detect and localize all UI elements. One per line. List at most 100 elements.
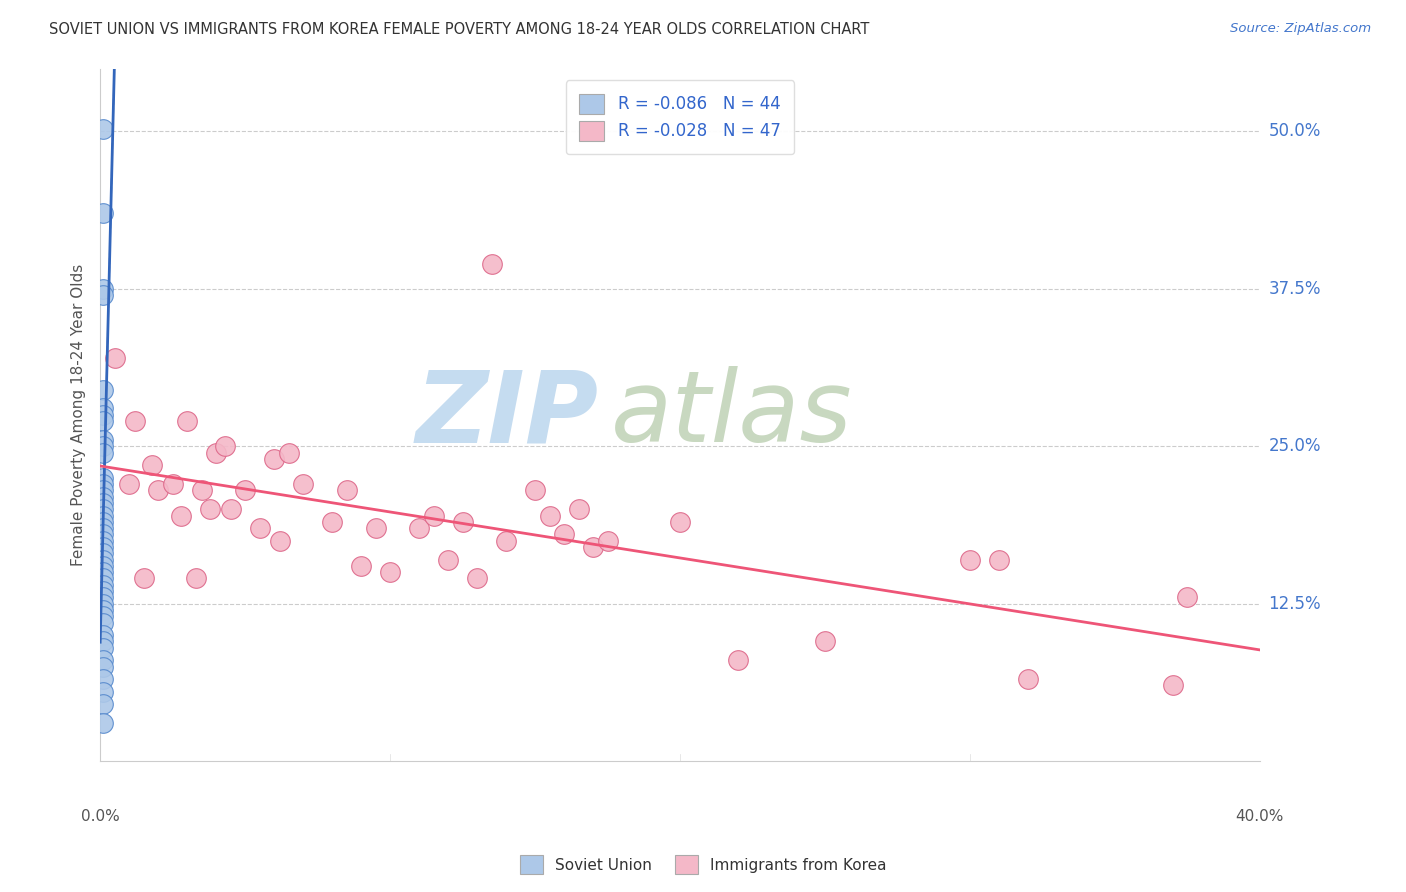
Point bbox=[669, 515, 692, 529]
Point bbox=[233, 483, 256, 498]
Point bbox=[91, 483, 114, 498]
Point bbox=[91, 288, 114, 302]
Point bbox=[596, 533, 619, 548]
Point bbox=[814, 634, 837, 648]
Point bbox=[91, 414, 114, 428]
Point bbox=[364, 521, 387, 535]
Point bbox=[176, 414, 198, 428]
Point bbox=[336, 483, 359, 498]
Point bbox=[91, 477, 114, 491]
Point bbox=[553, 527, 575, 541]
Text: SOVIET UNION VS IMMIGRANTS FROM KOREA FEMALE POVERTY AMONG 18-24 YEAR OLDS CORRE: SOVIET UNION VS IMMIGRANTS FROM KOREA FE… bbox=[49, 22, 869, 37]
Point bbox=[91, 597, 114, 611]
Point bbox=[91, 571, 114, 585]
Point bbox=[124, 414, 146, 428]
Point bbox=[91, 603, 114, 617]
Legend: Soviet Union, Immigrants from Korea: Soviet Union, Immigrants from Korea bbox=[513, 849, 893, 880]
Point bbox=[91, 552, 114, 566]
Legend: R = -0.086   N = 44, R = -0.028   N = 47: R = -0.086 N = 44, R = -0.028 N = 47 bbox=[567, 80, 794, 154]
Point bbox=[1177, 591, 1199, 605]
Point bbox=[91, 515, 114, 529]
Text: 37.5%: 37.5% bbox=[1268, 280, 1322, 298]
Point bbox=[91, 672, 114, 686]
Point bbox=[263, 451, 285, 466]
Point bbox=[91, 508, 114, 523]
Point bbox=[91, 565, 114, 579]
Point bbox=[91, 591, 114, 605]
Point bbox=[91, 521, 114, 535]
Text: 0.0%: 0.0% bbox=[80, 809, 120, 824]
Point bbox=[269, 533, 291, 548]
Point bbox=[91, 634, 114, 648]
Point bbox=[350, 558, 373, 573]
Text: Source: ZipAtlas.com: Source: ZipAtlas.com bbox=[1230, 22, 1371, 36]
Point bbox=[118, 477, 141, 491]
Point bbox=[184, 571, 207, 585]
Point bbox=[190, 483, 212, 498]
Point bbox=[408, 521, 430, 535]
Point bbox=[1017, 672, 1039, 686]
Point bbox=[91, 122, 114, 136]
Point bbox=[91, 584, 114, 599]
Point bbox=[1161, 678, 1184, 692]
Point bbox=[91, 615, 114, 630]
Point bbox=[91, 490, 114, 504]
Point bbox=[91, 527, 114, 541]
Point bbox=[91, 659, 114, 673]
Point bbox=[91, 685, 114, 699]
Point bbox=[91, 546, 114, 560]
Point bbox=[205, 445, 228, 459]
Point bbox=[451, 515, 474, 529]
Point bbox=[104, 351, 127, 365]
Point bbox=[200, 502, 222, 516]
Point bbox=[481, 257, 503, 271]
Point bbox=[524, 483, 547, 498]
Point bbox=[582, 540, 605, 554]
Point bbox=[987, 552, 1010, 566]
Point bbox=[219, 502, 242, 516]
Point bbox=[91, 533, 114, 548]
Point bbox=[91, 401, 114, 416]
Point bbox=[91, 439, 114, 453]
Point bbox=[91, 433, 114, 447]
Point bbox=[567, 502, 589, 516]
Point bbox=[132, 571, 155, 585]
Text: 25.0%: 25.0% bbox=[1268, 437, 1322, 455]
Point bbox=[91, 445, 114, 459]
Text: 50.0%: 50.0% bbox=[1268, 122, 1322, 140]
Point bbox=[91, 408, 114, 422]
Point bbox=[91, 383, 114, 397]
Point bbox=[91, 653, 114, 667]
Point bbox=[437, 552, 460, 566]
Point bbox=[146, 483, 169, 498]
Point bbox=[214, 439, 236, 453]
Text: 12.5%: 12.5% bbox=[1268, 595, 1322, 613]
Point bbox=[91, 640, 114, 655]
Point bbox=[321, 515, 343, 529]
Point bbox=[91, 471, 114, 485]
Point bbox=[162, 477, 184, 491]
Point bbox=[538, 508, 561, 523]
Point bbox=[959, 552, 981, 566]
Text: atlas: atlas bbox=[610, 367, 852, 463]
Text: ZIP: ZIP bbox=[416, 367, 599, 463]
Point bbox=[91, 578, 114, 592]
Point bbox=[91, 698, 114, 712]
Point bbox=[91, 496, 114, 510]
Point bbox=[91, 502, 114, 516]
Point bbox=[249, 521, 271, 535]
Point bbox=[378, 565, 401, 579]
Point bbox=[292, 477, 315, 491]
Point bbox=[91, 558, 114, 573]
Point bbox=[91, 716, 114, 731]
Point bbox=[91, 628, 114, 642]
Point bbox=[277, 445, 299, 459]
Point bbox=[495, 533, 517, 548]
Point bbox=[91, 609, 114, 624]
Point bbox=[91, 206, 114, 220]
Point bbox=[141, 458, 163, 472]
Point bbox=[727, 653, 749, 667]
Y-axis label: Female Poverty Among 18-24 Year Olds: Female Poverty Among 18-24 Year Olds bbox=[72, 264, 86, 566]
Point bbox=[422, 508, 444, 523]
Point bbox=[465, 571, 488, 585]
